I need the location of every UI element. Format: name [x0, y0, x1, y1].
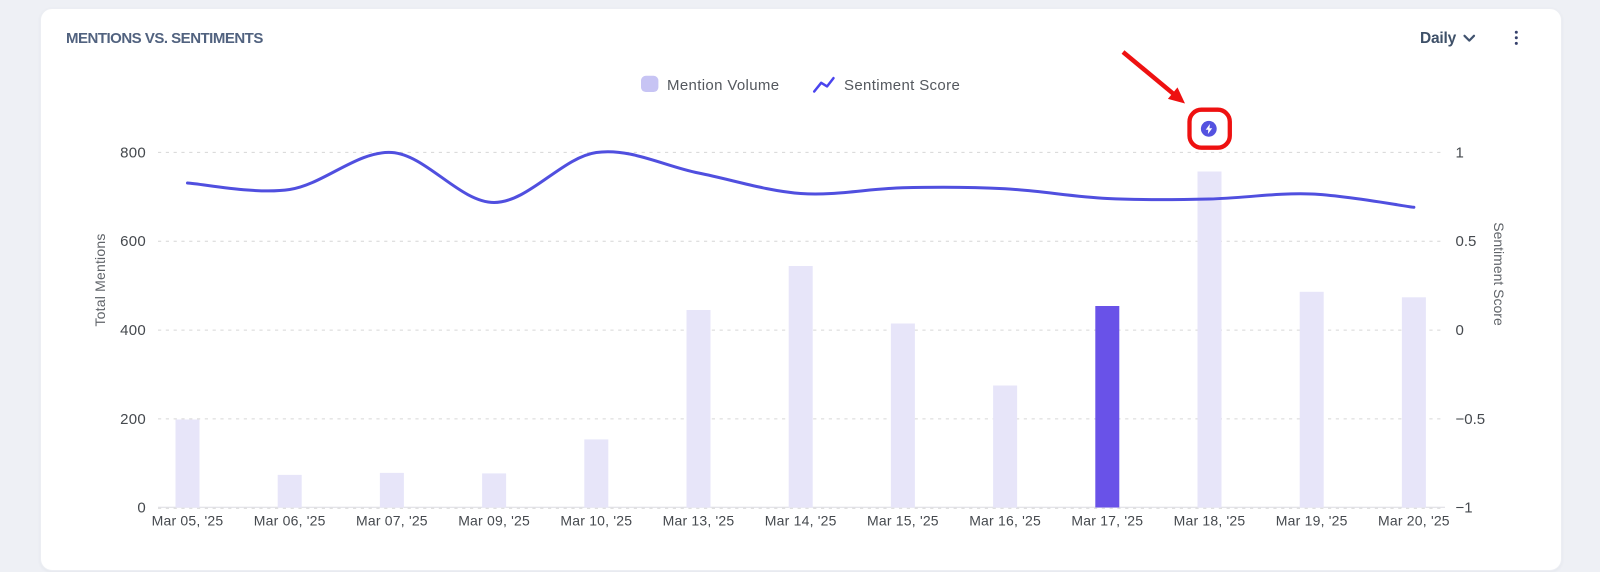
svg-text:Mar 17, '25: Mar 17, '25 — [1071, 513, 1143, 529]
svg-text:Mar 07, '25: Mar 07, '25 — [356, 513, 428, 529]
svg-text:200: 200 — [120, 411, 146, 428]
svg-text:400: 400 — [120, 322, 146, 339]
svg-text:Sentiment Score: Sentiment Score — [1491, 222, 1507, 326]
svg-text:−0.5: −0.5 — [1456, 411, 1486, 428]
svg-text:Mar 10, '25: Mar 10, '25 — [560, 513, 632, 529]
svg-text:Mar 06, '25: Mar 06, '25 — [254, 513, 326, 529]
svg-text:Mar 14, '25: Mar 14, '25 — [765, 513, 837, 529]
svg-text:0: 0 — [1456, 322, 1464, 339]
svg-text:−1: −1 — [1456, 499, 1473, 516]
svg-text:Mar 13, '25: Mar 13, '25 — [663, 513, 735, 529]
svg-text:0: 0 — [137, 499, 146, 516]
svg-text:Total Mentions: Total Mentions — [92, 233, 108, 326]
svg-text:Daily: Daily — [1420, 30, 1457, 47]
svg-text:Sentiment Score: Sentiment Score — [844, 77, 960, 94]
svg-text:Mar 19, '25: Mar 19, '25 — [1276, 513, 1348, 529]
svg-text:0.5: 0.5 — [1456, 233, 1477, 250]
svg-text:Mar 18, '25: Mar 18, '25 — [1174, 513, 1246, 529]
svg-text:1: 1 — [1456, 144, 1464, 161]
svg-text:Mar 09, '25: Mar 09, '25 — [458, 513, 530, 529]
svg-text:Mar 16, '25: Mar 16, '25 — [969, 513, 1041, 529]
svg-text:Mar 05, '25: Mar 05, '25 — [152, 513, 224, 529]
svg-text:MENTIONS VS. SENTIMENTS: MENTIONS VS. SENTIMENTS — [66, 30, 263, 47]
svg-text:800: 800 — [120, 144, 146, 161]
svg-text:600: 600 — [120, 233, 146, 250]
svg-text:Mar 15, '25: Mar 15, '25 — [867, 513, 939, 529]
svg-text:Mar 20, '25: Mar 20, '25 — [1378, 513, 1450, 529]
svg-text:Mention Volume: Mention Volume — [667, 77, 779, 94]
